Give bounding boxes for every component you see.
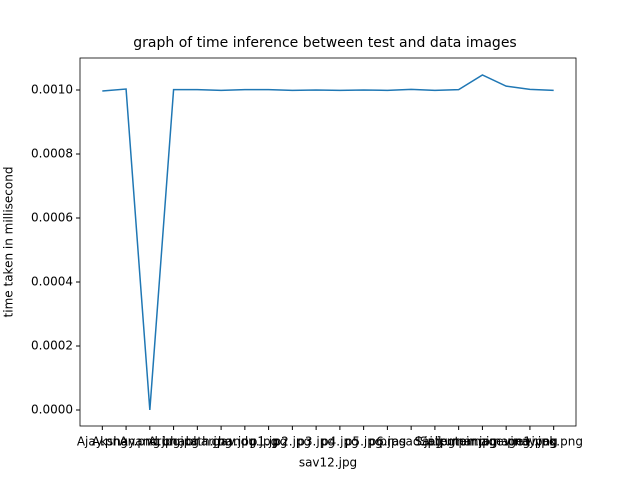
y-tick-label: 0.0008 xyxy=(31,147,73,161)
x-tick-label: p4.jpg xyxy=(321,435,359,449)
x-tick-label: p1.jpg xyxy=(250,435,288,449)
x-tick-label: p6.jpg xyxy=(369,435,407,449)
x-tick-label: Saikumar.jpg xyxy=(420,435,498,449)
x-tick-label: Ajay.png xyxy=(77,435,128,449)
line-series xyxy=(102,74,554,411)
x-tick-label: tempimage.png xyxy=(435,435,530,449)
x-tick-label: p2.jpg xyxy=(274,435,312,449)
x-tick-label: tempimage1.png xyxy=(455,435,558,449)
x-tick-label: Sai.jpg xyxy=(415,435,456,449)
x-tick-label: Arun.jpg xyxy=(148,435,199,449)
x-tick-label: prasad.jpg xyxy=(379,435,443,449)
y-axis-label: time taken in millisecond xyxy=(2,167,16,318)
x-tick-label: p5.jpg xyxy=(345,435,383,449)
x-tick-label: Akshay.png xyxy=(92,435,160,449)
y-tick-label: 0.0004 xyxy=(31,275,73,289)
x-tick-label: bharath.jpg xyxy=(163,435,233,449)
y-tick-label: 0.0000 xyxy=(31,403,73,417)
x-tick-label: vinay.jpg xyxy=(503,435,556,449)
x-tick-label: chandu.jpg xyxy=(211,435,278,449)
y-tick-label: 0.0006 xyxy=(31,211,73,225)
x-axis-label: sav12.jpg xyxy=(299,456,357,470)
x-tick-label: p3.jpg xyxy=(297,435,335,449)
plot-frame xyxy=(79,57,577,427)
x-tick-label: Anand.jpg xyxy=(119,435,180,449)
chart-title: graph of time inference between test and… xyxy=(133,35,516,51)
y-tick-label: 0.0010 xyxy=(31,83,73,97)
y-tick-label: 0.0002 xyxy=(31,339,73,353)
x-tick-label: vivek.png xyxy=(524,435,583,449)
x-tick-label: bhargav.jpg xyxy=(186,435,257,449)
